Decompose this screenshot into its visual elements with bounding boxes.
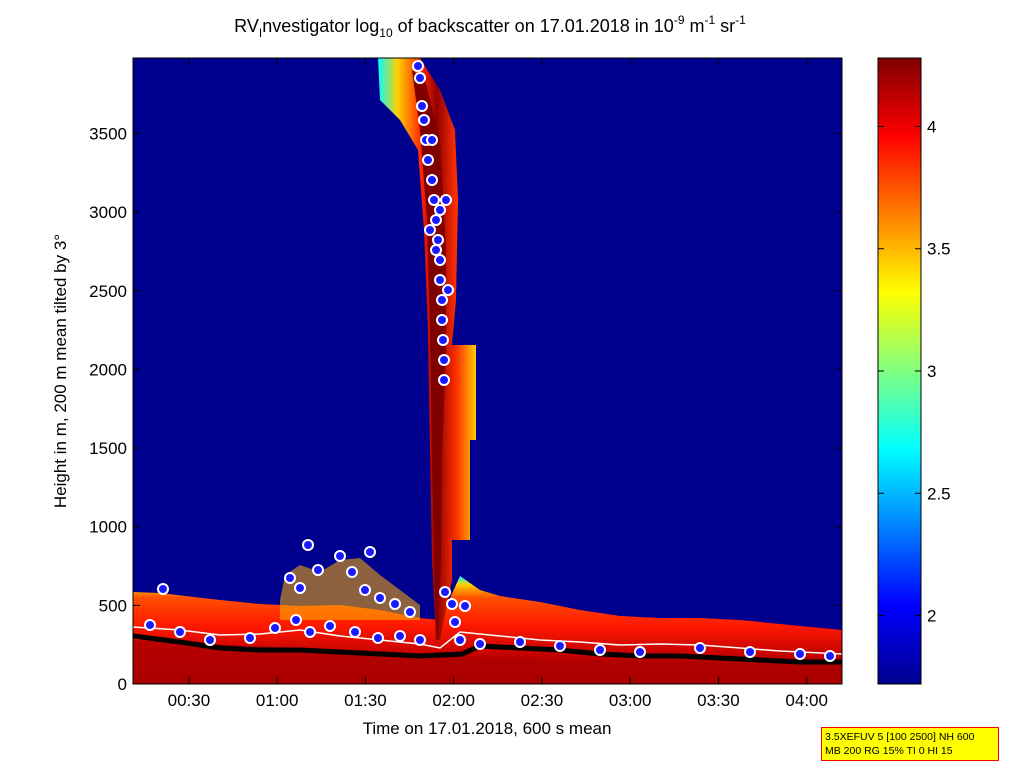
detection-marker (436, 294, 448, 306)
y-tick-label: 1500 (89, 439, 127, 458)
detection-marker (454, 634, 466, 646)
plot-area (133, 58, 842, 684)
detection-marker (434, 254, 446, 266)
detection-marker (439, 586, 451, 598)
detection-marker (514, 636, 526, 648)
x-tick-label: 01:30 (344, 691, 387, 710)
detection-marker (334, 550, 346, 562)
detection-marker (290, 614, 302, 626)
detection-marker (428, 194, 440, 206)
detection-marker (394, 630, 406, 642)
detection-marker (437, 334, 449, 346)
x-tick-label: 04:00 (785, 691, 828, 710)
x-tick-label: 02:30 (521, 691, 564, 710)
plot-frame (132, 57, 843, 685)
y-tick-label: 2000 (89, 360, 127, 379)
detection-marker (364, 546, 376, 558)
detection-marker (794, 648, 806, 660)
detection-marker (416, 100, 428, 112)
detection-marker (434, 204, 446, 216)
detection-marker (438, 374, 450, 386)
y-tick-label: 1000 (89, 518, 127, 537)
colorbar-tick-label: 4 (927, 117, 936, 136)
detection-marker (554, 640, 566, 652)
detection-marker (430, 214, 442, 226)
detection-marker (744, 646, 756, 658)
detection-marker (426, 134, 438, 146)
y-tick-label: 3000 (89, 203, 127, 222)
y-axis-label: Height in m, 200 m mean tilted by 3° (51, 234, 70, 508)
detection-markers (144, 60, 836, 662)
info-line-1: 3.5XEFUV 5 [100 2500] NH 600 (825, 731, 975, 743)
detection-marker (389, 598, 401, 610)
detection-marker (414, 634, 426, 646)
y-tick-label: 0 (118, 675, 127, 694)
y-axis: 0 500 1000 1500 2000 2500 3000 3500 (89, 124, 842, 694)
detection-marker (174, 626, 186, 638)
detection-marker (440, 194, 452, 206)
detection-marker (269, 622, 281, 634)
x-tick-label: 03:30 (697, 691, 740, 710)
colorbar-ticks: 2 2.5 3 3.5 4 (878, 117, 951, 626)
detection-marker (474, 638, 486, 650)
x-tick-label: 01:00 (256, 691, 299, 710)
info-box: 3.5XEFUV 5 [100 2500] NH 600 MB 200 RG 1… (821, 727, 999, 761)
detection-marker (824, 650, 836, 662)
x-axis: 00:30 01:00 01:30 02:00 02:30 03:00 03:30 04:00 (168, 58, 828, 710)
detection-marker (442, 284, 454, 296)
detection-marker (294, 582, 306, 594)
detection-marker (374, 592, 386, 604)
y-tick-label: 2500 (89, 282, 127, 301)
detection-marker (346, 566, 358, 578)
detection-marker (304, 626, 316, 638)
detection-marker (434, 274, 446, 286)
detection-marker (436, 314, 448, 326)
x-tick-label: 03:00 (609, 691, 652, 710)
y-tick-label: 3500 (89, 124, 127, 143)
detection-marker (404, 606, 416, 618)
detection-marker (157, 583, 169, 595)
detection-marker (430, 244, 442, 256)
detection-marker (694, 642, 706, 654)
detection-marker (634, 646, 646, 658)
colorbar-tick-label: 3 (927, 362, 936, 381)
plot-background (133, 58, 842, 684)
detection-marker (422, 154, 434, 166)
detection-marker (446, 598, 458, 610)
y-tick-label: 500 (99, 596, 127, 615)
detection-marker (426, 174, 438, 186)
x-tick-label: 02:00 (432, 691, 475, 710)
detection-marker (349, 626, 361, 638)
detection-marker (302, 539, 314, 551)
detection-marker (424, 224, 436, 236)
detection-marker (418, 114, 430, 126)
colorbar (877, 57, 922, 685)
x-tick-label: 00:30 (168, 691, 211, 710)
detection-marker (594, 644, 606, 656)
colorbar-tick-label: 3.5 (927, 240, 951, 259)
detection-marker (204, 634, 216, 646)
detection-marker (432, 234, 444, 246)
colorbar-tick-label: 2 (927, 607, 936, 626)
detection-marker (372, 632, 384, 644)
chart-title: RVInvestigator log10 of backscatter on 1… (234, 13, 746, 40)
detection-marker (144, 619, 156, 631)
detection-marker (459, 600, 471, 612)
info-line-2: MB 200 RG 15% TI 0 HI 15 (825, 745, 953, 757)
detection-marker (414, 72, 426, 84)
colorbar-tick-label: 2.5 (927, 484, 951, 503)
detection-marker (312, 564, 324, 576)
x-axis-label: Time on 17.01.2018, 600 s mean (363, 719, 612, 738)
detection-marker (359, 584, 371, 596)
detection-marker (449, 616, 461, 628)
detection-marker (438, 354, 450, 366)
main-plume (378, 58, 476, 640)
detection-marker (284, 572, 296, 584)
detection-marker (324, 620, 336, 632)
detection-marker (244, 632, 256, 644)
detection-marker (412, 60, 424, 72)
